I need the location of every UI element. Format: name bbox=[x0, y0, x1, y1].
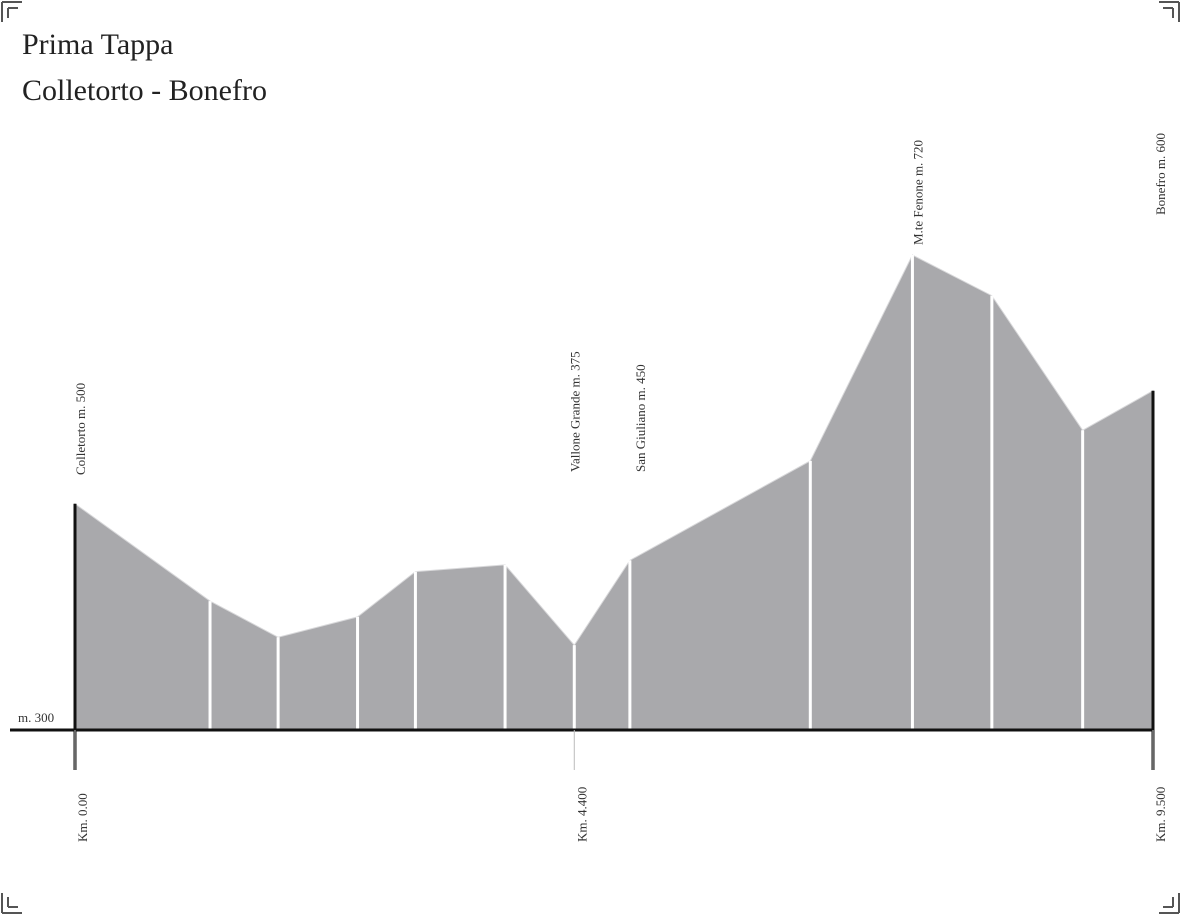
point-label: San Giuliano m. 450 bbox=[633, 364, 648, 472]
chart-title: Prima Tappa bbox=[22, 28, 173, 61]
point-label: Colletorto m. 500 bbox=[73, 383, 88, 475]
x-tick-label: Km. 4.400 bbox=[574, 787, 589, 842]
point-label: Vallone Grande m. 375 bbox=[567, 351, 582, 472]
x-tick-label: Km. 9.500 bbox=[1153, 787, 1168, 842]
elevation-area bbox=[74, 254, 1154, 731]
point-label: M.te Fenone m. 720 bbox=[910, 140, 925, 245]
x-tick-label: Km. 0.00 bbox=[75, 793, 90, 842]
chart-subtitle: Colletorto - Bonefro bbox=[22, 74, 267, 107]
point-label: Bonefro m. 600 bbox=[1153, 133, 1168, 215]
y-tick-label: m. 300 bbox=[18, 710, 54, 725]
